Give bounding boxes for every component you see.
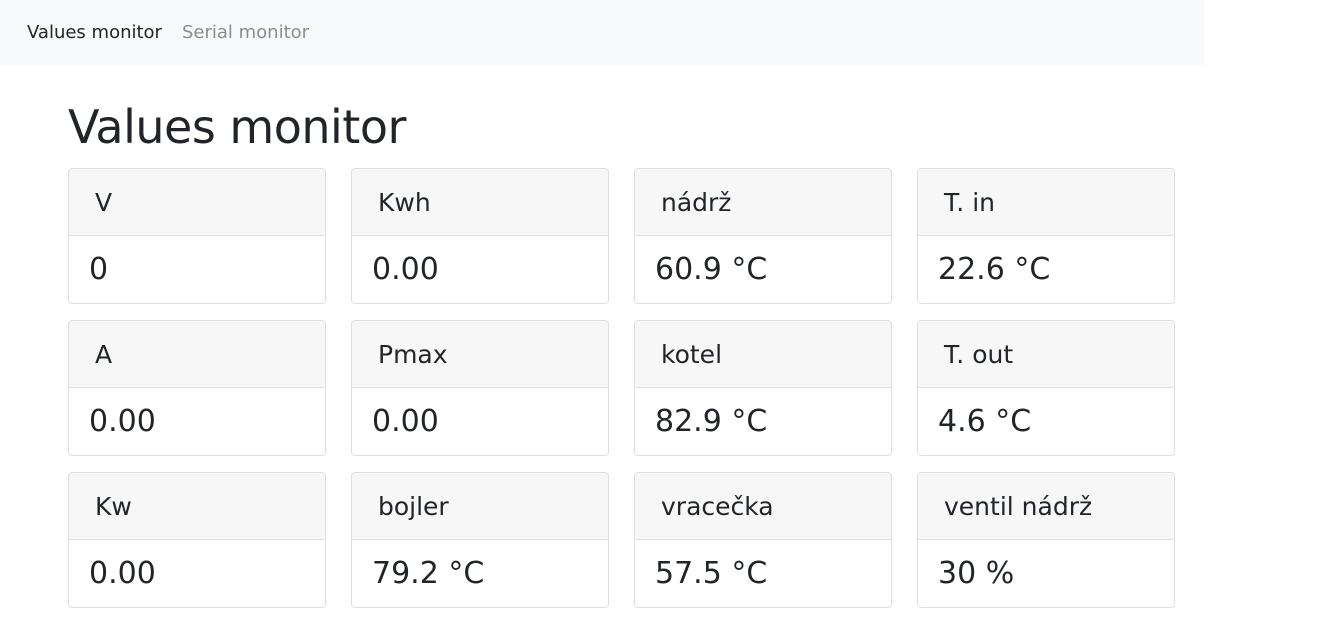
value-card: T. in 22.6 °C xyxy=(917,168,1175,304)
card-label: kotel xyxy=(635,321,891,388)
value-card: Pmax 0.00 xyxy=(351,320,609,456)
card-label: nádrž xyxy=(635,169,891,236)
card-value: 0.00 xyxy=(89,404,156,439)
card-label: Kw xyxy=(69,473,325,540)
nav-link-serial-monitor[interactable]: Serial monitor xyxy=(181,22,310,43)
value-card: bojler 79.2 °C xyxy=(351,472,609,608)
value-card: kotel 82.9 °C xyxy=(634,320,892,456)
card-label: bojler xyxy=(352,473,608,540)
card-label: Pmax xyxy=(352,321,608,388)
value-card: T. out 4.6 °C xyxy=(917,320,1175,456)
card-label: T. out xyxy=(918,321,1174,388)
card-value: 0.00 xyxy=(372,404,439,439)
value-card: vracečka 57.5 °C xyxy=(634,472,892,608)
value-card: nádrž 60.9 °C xyxy=(634,168,892,304)
card-value: 22.6 °C xyxy=(938,252,1051,287)
card-label: A xyxy=(69,321,325,388)
value-card: ventil nádrž 30 % xyxy=(917,472,1175,608)
card-value: 79.2 °C xyxy=(372,556,485,591)
card-value: 0 xyxy=(89,252,109,287)
card-label: ventil nádrž xyxy=(918,473,1174,540)
value-card: A 0.00 xyxy=(68,320,326,456)
card-value: 0.00 xyxy=(372,252,439,287)
card-value: 82.9 °C xyxy=(655,404,768,439)
card-label: vracečka xyxy=(635,473,891,540)
card-label: V xyxy=(69,169,325,236)
nav-link-values-monitor[interactable]: Values monitor xyxy=(27,22,162,43)
top-navbar: Values monitor Serial monitor xyxy=(0,0,1204,65)
card-value: 0.00 xyxy=(89,556,156,591)
card-value: 60.9 °C xyxy=(655,252,768,287)
card-label: T. in xyxy=(918,169,1174,236)
page-title: Values monitor xyxy=(68,100,406,154)
value-card: V 0 xyxy=(68,168,326,304)
card-value: 30 % xyxy=(938,556,1015,591)
card-value: 57.5 °C xyxy=(655,556,768,591)
card-value: 4.6 °C xyxy=(938,404,1032,439)
card-label: Kwh xyxy=(352,169,608,236)
values-grid: V 0 Kwh 0.00 nádrž 60.9 °C T. in 22.6 °C… xyxy=(68,168,1175,608)
value-card: Kwh 0.00 xyxy=(351,168,609,304)
value-card: Kw 0.00 xyxy=(68,472,326,608)
